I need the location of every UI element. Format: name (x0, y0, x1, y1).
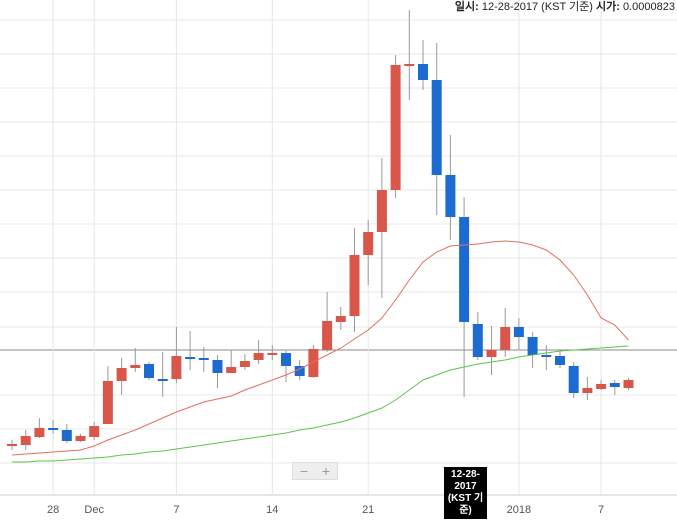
candle-body (294, 366, 305, 376)
zoom-out[interactable]: − (299, 463, 309, 479)
candle-body (335, 316, 346, 322)
candle-body (596, 384, 607, 389)
candle-body (89, 426, 100, 437)
tooltip-line: 2017 (454, 481, 477, 492)
tooltip-line: (KST 기 (447, 493, 484, 504)
candle-body (226, 367, 237, 373)
candle-body (582, 388, 593, 393)
candle-body (20, 436, 31, 445)
candle-body (75, 436, 86, 441)
candle-body (445, 175, 456, 217)
candle-body (7, 444, 17, 446)
candle-body (130, 365, 141, 368)
candle-body (48, 428, 59, 430)
x-tick-label: 14 (266, 504, 278, 516)
candle-body (459, 217, 470, 322)
candle-body (431, 80, 442, 175)
candle-body (568, 366, 579, 393)
grid (0, 19, 677, 464)
candle-body (513, 327, 524, 337)
candle-body (349, 255, 360, 316)
candle-body (61, 430, 72, 441)
candle-body (102, 381, 113, 424)
candle-body (253, 353, 264, 360)
x-tick-label: 21 (362, 504, 374, 516)
x-tick-label: 2018 (507, 504, 531, 516)
candle-body (239, 361, 250, 367)
date-label: 일시: (454, 1, 479, 13)
x-tick-label: Dec (84, 504, 104, 516)
candle-body (623, 380, 634, 388)
zoom-controls: − + (292, 462, 338, 480)
candle-body (472, 324, 483, 357)
x-tick-label: 28 (47, 504, 59, 516)
candle-body (527, 337, 538, 355)
candle-body (157, 379, 168, 381)
tooltip: 12-28- 2017 (KST 기 준) (444, 467, 487, 519)
x-tick-label: 7 (598, 504, 604, 516)
candle-body (555, 356, 565, 365)
candle-body (308, 349, 319, 377)
candle-body (418, 64, 428, 80)
candle-body (541, 355, 552, 357)
candle-body (171, 356, 182, 379)
candle-body (322, 321, 333, 350)
candle-body (267, 353, 278, 355)
candle-body (34, 428, 45, 437)
open-label: 시가: (596, 1, 620, 13)
candle-body (198, 358, 209, 360)
candle-body (390, 65, 401, 190)
candle-body (185, 357, 196, 359)
candle-body (212, 360, 223, 373)
date: 12-28-2017 (KST 기준) (481, 1, 593, 13)
open-value: 0.0000823 (623, 1, 675, 13)
candle-body (404, 64, 415, 66)
moving-average-line (11, 240, 629, 456)
candle-body (144, 364, 154, 378)
plot: 28 Dec 7 14 21 2018 7 (7, 10, 634, 516)
zoom-in[interactable]: + (321, 463, 331, 479)
moving-average-line (12, 345, 629, 463)
x-tick-label: 7 (173, 504, 179, 516)
candle-body (116, 368, 127, 381)
candle-body (363, 232, 374, 255)
candle-body (500, 327, 511, 350)
candle-body (609, 383, 620, 387)
candle-body (486, 350, 497, 357)
header: 일시: 12-28-2017 (KST 기준) 시가: 0.0000823 (455, 0, 675, 14)
candle-body (376, 190, 387, 232)
tooltip-line: 12-28- (451, 469, 480, 480)
candle-body (281, 353, 291, 366)
tooltip-line: 준) (459, 505, 472, 516)
